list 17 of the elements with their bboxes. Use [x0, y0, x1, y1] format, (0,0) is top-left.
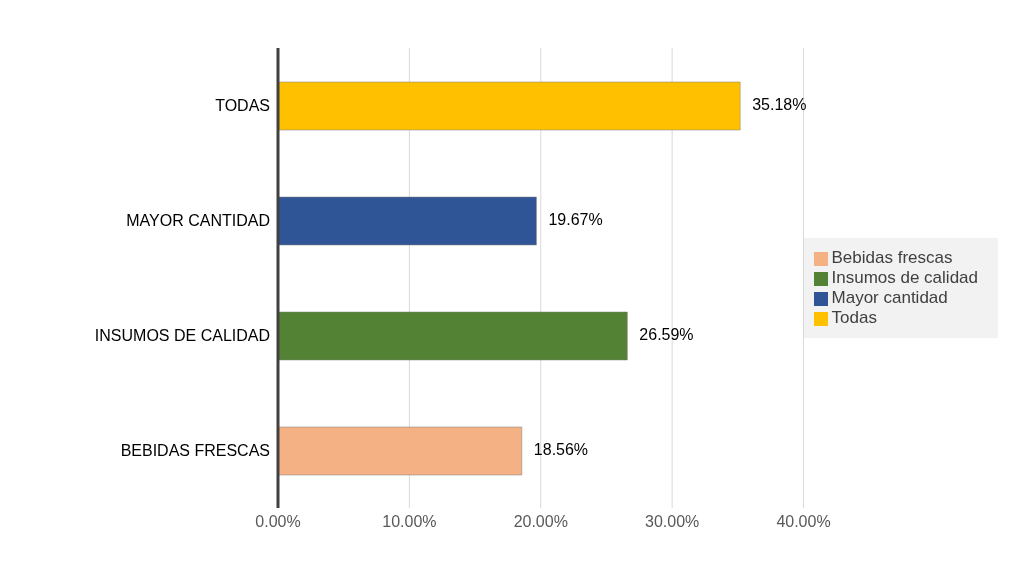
data-label: 35.18%	[752, 96, 807, 114]
x-tick-label: 40.00%	[776, 513, 831, 531]
legend-label: Insumos de calidad	[831, 268, 978, 287]
data-label: 26.59%	[639, 326, 694, 344]
x-tick-label: 20.00%	[513, 513, 568, 531]
y-tick-label: MAYOR CANTIDAD	[126, 212, 270, 230]
legend-label: Todas	[831, 308, 877, 327]
x-tick-label: 30.00%	[645, 513, 700, 531]
data-label: 19.67%	[548, 211, 603, 229]
data-label: 18.56%	[533, 441, 589, 459]
y-tick-label: BEBIDAS FRESCAS	[120, 442, 270, 460]
legend-label: Mayor cantidad	[831, 288, 948, 307]
x-tick-label: 10.00%	[382, 513, 437, 531]
legend-label: Bebidas frescas	[831, 248, 953, 267]
y-tick-label: TODAS	[215, 97, 270, 115]
x-tick-label: 0.00%	[255, 513, 301, 531]
y-tick-label: INSUMOS DE CALIDAD	[94, 327, 270, 345]
